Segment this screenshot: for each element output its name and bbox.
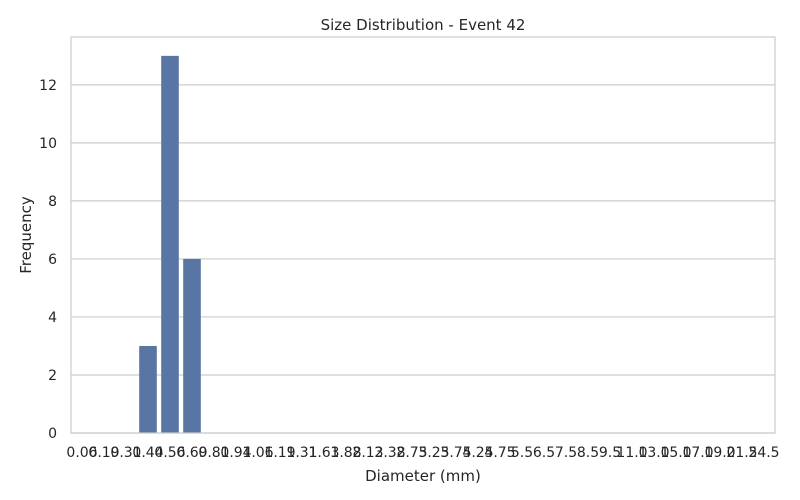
y-axis-label: Frequency [17,196,35,274]
x-tick-label-0: 0.06 [66,445,97,461]
x-tick-label-2: 0.31 [110,445,141,461]
x-tick-labels: 0.060.190.310.440.560.690.810.941.061.19… [66,445,779,461]
y-tick-label-1: 2 [48,368,57,384]
x-tick-label-5: 0.69 [176,445,207,461]
x-tick-label-11: 1.63 [308,445,339,461]
x-tick-label-27: 15.0 [660,445,691,461]
x-tick-label-12: 1.88 [330,445,361,461]
y-tick-label-3: 6 [48,252,57,268]
x-tick-label-22: 7.5 [555,445,577,461]
x-tick-label-20: 5.5 [511,445,533,461]
x-tick-label-13: 2.13 [352,445,383,461]
x-tick-label-23: 8.5 [577,445,599,461]
x-tick-label-25: 11.0 [616,445,647,461]
x-tick-label-16: 3.25 [418,445,449,461]
y-tick-label-6: 12 [39,78,57,94]
x-tick-label-1: 0.19 [88,445,119,461]
plot-frame [70,36,776,434]
x-tick-label-3: 0.44 [132,445,163,461]
x-tick-label-18: 4.25 [462,445,493,461]
x-tick-label-31: 24.5 [748,445,779,461]
x-tick-label-29: 19.0 [704,445,735,461]
x-tick-label-21: 6.5 [533,445,555,461]
x-tick-label-19: 4.75 [484,445,515,461]
y-tick-label-0: 0 [48,426,57,442]
x-tick-label-14: 2.38 [374,445,405,461]
y-tick-label-4: 8 [48,194,57,210]
x-axis-label: Diameter (mm) [365,467,481,485]
x-tick-label-10: 1.31 [286,445,317,461]
y-tick-label-2: 4 [48,310,57,326]
x-tick-label-4: 0.56 [154,445,185,461]
x-tick-label-6: 0.81 [198,445,229,461]
x-tick-label-26: 13.0 [638,445,669,461]
y-tick-label-5: 10 [39,136,57,152]
x-tick-label-30: 21.5 [726,445,757,461]
x-tick-label-28: 17.0 [682,445,713,461]
bar-3 [139,345,157,433]
bar-5 [183,258,201,433]
x-tick-label-24: 9.5 [599,445,621,461]
y-tick-labels: 0 2 4 6 8 10 12 [39,78,57,442]
chart-title: Size Distribution - Event 42 [321,16,526,34]
bars [139,55,201,433]
x-tick-label-9: 1.19 [264,445,295,461]
x-tick-label-17: 3.75 [440,445,471,461]
x-tick-label-8: 1.06 [242,445,273,461]
x-tick-label-7: 0.94 [220,445,251,461]
x-tick-label-15: 2.75 [396,445,427,461]
bar-4 [161,55,179,433]
